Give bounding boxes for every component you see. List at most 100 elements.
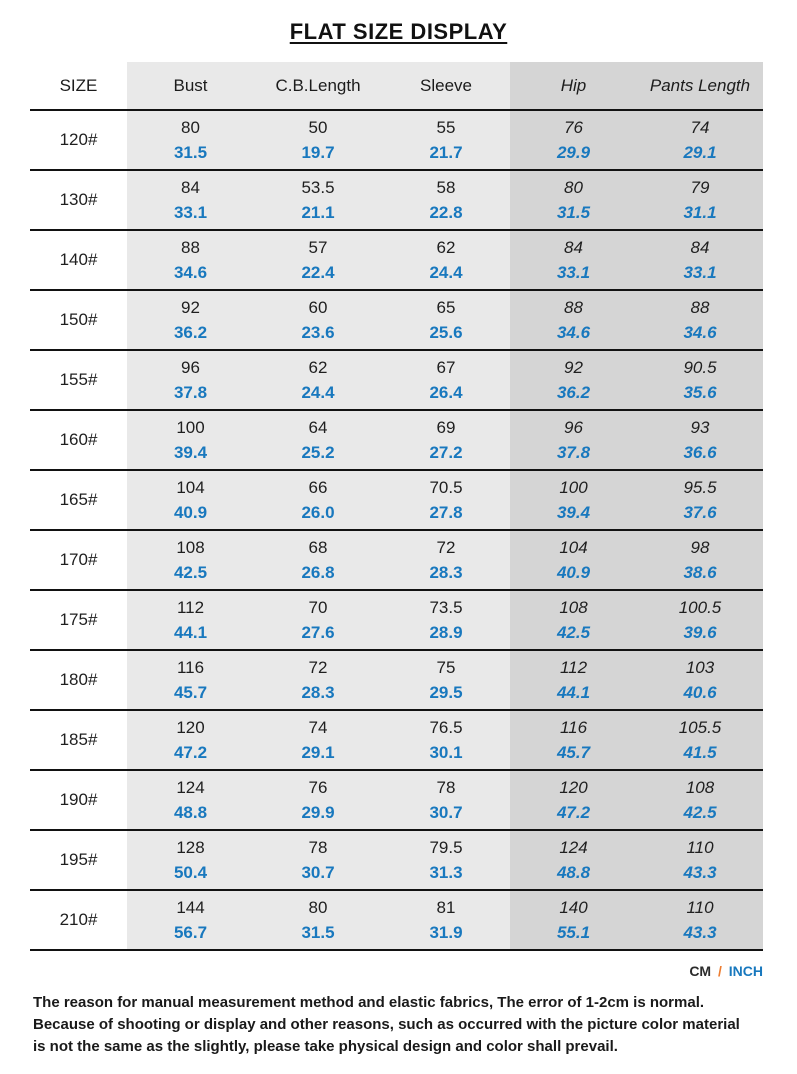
measurement-cell-hip: 124 48.8 — [510, 830, 637, 891]
measurement-cell-sleeve: 62 24.4 — [382, 230, 510, 291]
measurement-cell-cb-length: 72 28.3 — [254, 650, 382, 711]
inch-value: 26.8 — [301, 563, 335, 583]
cm-value: 124 — [559, 837, 588, 857]
column-header-cb-length: C.B.Length — [254, 62, 382, 111]
column-header-size: SIZE — [30, 62, 127, 111]
measurement-cell-sleeve: 58 22.8 — [382, 170, 510, 231]
size-label: 140# — [30, 230, 127, 291]
measurement-cell-pants-length: 105.5 41.5 — [637, 710, 763, 771]
size-row-160: 160# 100 39.4 64 25.2 69 27.2 96 37.8 93 36.6 — [30, 410, 763, 471]
cm-value: 96 — [181, 357, 200, 377]
cm-value: 88 — [181, 237, 200, 257]
cm-value: 69 — [436, 417, 456, 437]
size-row-155: 155# 96 37.8 62 24.4 67 26.4 92 36.2 90.5 35.6 — [30, 350, 763, 411]
inch-value: 48.8 — [173, 803, 208, 823]
cm-value: 108 — [176, 537, 205, 557]
inch-value: 31.5 — [301, 923, 335, 943]
inch-value: 28.9 — [429, 623, 463, 643]
cm-value: 93 — [690, 417, 710, 437]
inch-value: 40.9 — [556, 563, 591, 583]
inch-value: 48.8 — [556, 863, 591, 883]
inch-value: 31.5 — [556, 203, 591, 223]
inch-value: 41.5 — [683, 743, 717, 763]
size-row-180: 180# 116 45.7 72 28.3 75 29.5 112 44.1 103 40.6 — [30, 650, 763, 711]
measurement-cell-bust: 144 56.7 — [127, 890, 254, 951]
size-row-190: 190# 124 48.8 76 29.9 78 30.7 120 47.2 108 42.5 — [30, 770, 763, 831]
cm-value: 140 — [559, 897, 588, 917]
inch-value: 28.3 — [429, 563, 463, 583]
measurement-cell-sleeve: 55 21.7 — [382, 110, 510, 171]
cm-value: 70 — [308, 597, 328, 617]
inch-value: 39.6 — [683, 623, 717, 643]
inch-value: 22.8 — [429, 203, 463, 223]
cm-value: 100 — [176, 417, 205, 437]
measurement-cell-bust: 92 36.2 — [127, 290, 254, 351]
cm-value: 100.5 — [678, 597, 722, 617]
measurement-cell-bust: 112 44.1 — [127, 590, 254, 651]
size-label: 190# — [30, 770, 127, 831]
cm-value: 90.5 — [683, 357, 717, 377]
cm-value: 112 — [176, 597, 205, 617]
inch-value: 42.5 — [556, 623, 591, 643]
measurement-cell-hip: 100 39.4 — [510, 470, 637, 531]
inch-value: 30.1 — [429, 743, 463, 763]
measurement-cell-hip: 140 55.1 — [510, 890, 637, 951]
inch-value: 22.4 — [301, 263, 335, 283]
measurement-cell-bust: 104 40.9 — [127, 470, 254, 531]
measurement-cell-bust: 120 47.2 — [127, 710, 254, 771]
measurement-cell-sleeve: 67 26.4 — [382, 350, 510, 411]
cm-value: 73.5 — [429, 597, 463, 617]
inch-value: 31.1 — [683, 203, 717, 223]
units-legend: CM / INCH — [0, 963, 763, 979]
size-label: 195# — [30, 830, 127, 891]
measurement-cell-sleeve: 76.5 30.1 — [382, 710, 510, 771]
measurement-cell-cb-length: 62 24.4 — [254, 350, 382, 411]
measurement-cell-sleeve: 70.5 27.8 — [382, 470, 510, 531]
inch-value: 27.6 — [301, 623, 335, 643]
size-row-130: 130# 84 33.1 53.5 21.1 58 22.8 80 31.5 79 31.1 — [30, 170, 763, 231]
inch-value: 33.1 — [683, 263, 717, 283]
cm-value: 62 — [308, 357, 328, 377]
cm-value: 98 — [690, 537, 710, 557]
cm-value: 72 — [308, 657, 328, 677]
disclaimer-line-2: Because of shooting or display and other… — [33, 1016, 740, 1033]
cm-value: 80 — [181, 117, 200, 137]
inch-value: 56.7 — [173, 923, 208, 943]
measurement-cell-sleeve: 78 30.7 — [382, 770, 510, 831]
measurement-cell-sleeve: 75 29.5 — [382, 650, 510, 711]
cm-value: 128 — [176, 837, 205, 857]
measurement-cell-sleeve: 81 31.9 — [382, 890, 510, 951]
inch-value: 36.2 — [173, 323, 208, 343]
measurement-cell-bust: 108 42.5 — [127, 530, 254, 591]
cm-value: 68 — [308, 537, 328, 557]
inch-value: 31.5 — [173, 143, 208, 163]
inch-value: 28.3 — [301, 683, 335, 703]
cm-value: 80 — [308, 897, 328, 917]
inch-value: 29.9 — [556, 143, 591, 163]
inch-value: 19.7 — [301, 143, 335, 163]
measurement-cell-hip: 84 33.1 — [510, 230, 637, 291]
measurement-cell-sleeve: 69 27.2 — [382, 410, 510, 471]
size-table: SIZE Bust C.B.Length Sleeve Hip Pants Length … — [30, 62, 763, 951]
inch-value: 45.7 — [173, 683, 208, 703]
measurement-cell-cb-length: 60 23.6 — [254, 290, 382, 351]
measurement-cell-pants-length: 100.5 39.6 — [637, 590, 763, 651]
measurement-cell-sleeve: 72 28.3 — [382, 530, 510, 591]
cm-value: 79 — [690, 177, 710, 197]
cm-value: 110 — [686, 897, 714, 917]
size-label: 155# — [30, 350, 127, 411]
cm-value: 76.5 — [429, 717, 463, 737]
cm-value: 78 — [308, 837, 328, 857]
inch-value: 34.6 — [173, 263, 208, 283]
size-label: 185# — [30, 710, 127, 771]
cm-value: 66 — [308, 477, 328, 497]
measurement-cell-sleeve: 73.5 28.9 — [382, 590, 510, 651]
inch-value: 23.6 — [301, 323, 335, 343]
measurement-cell-hip: 120 47.2 — [510, 770, 637, 831]
units-separator: / — [714, 963, 726, 979]
cm-unit-label: CM — [689, 963, 712, 979]
inch-value: 24.4 — [429, 263, 463, 283]
measurement-cell-hip: 112 44.1 — [510, 650, 637, 711]
inch-value: 26.0 — [301, 503, 335, 523]
disclaimer-line-3: is not the same as the slightly, please … — [33, 1038, 618, 1055]
